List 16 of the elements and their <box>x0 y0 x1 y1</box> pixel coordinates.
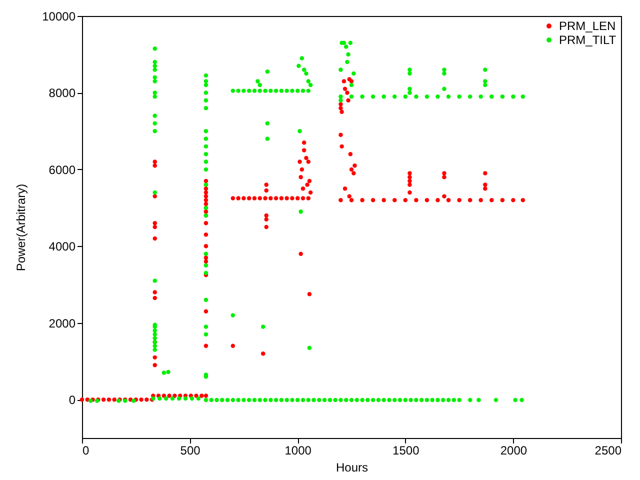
y-tick-label: 2000 <box>48 316 76 330</box>
x-tick-label: 1500 <box>392 444 420 458</box>
x-tick-label: 1000 <box>284 444 312 458</box>
y-axis-title: Power(Arbitrary) <box>14 184 28 272</box>
y-tick-label: 0 <box>68 393 76 408</box>
y-tick-label: 4000 <box>48 240 76 254</box>
x-axis-title: Hours <box>336 460 368 474</box>
y-tick-label: 8000 <box>48 86 76 100</box>
x-tick-label: 2000 <box>500 444 528 458</box>
legend-label: PRM_LEN <box>559 19 616 33</box>
x-tick-label: 500 <box>180 444 201 458</box>
x-tick-label: 0 <box>82 444 90 458</box>
y-tick-label: 10000 <box>42 10 76 24</box>
x-tick-label: 2500 <box>594 444 622 458</box>
legend-label: PRM_TILT <box>559 33 617 47</box>
y-tick-label: 6000 <box>48 162 76 177</box>
